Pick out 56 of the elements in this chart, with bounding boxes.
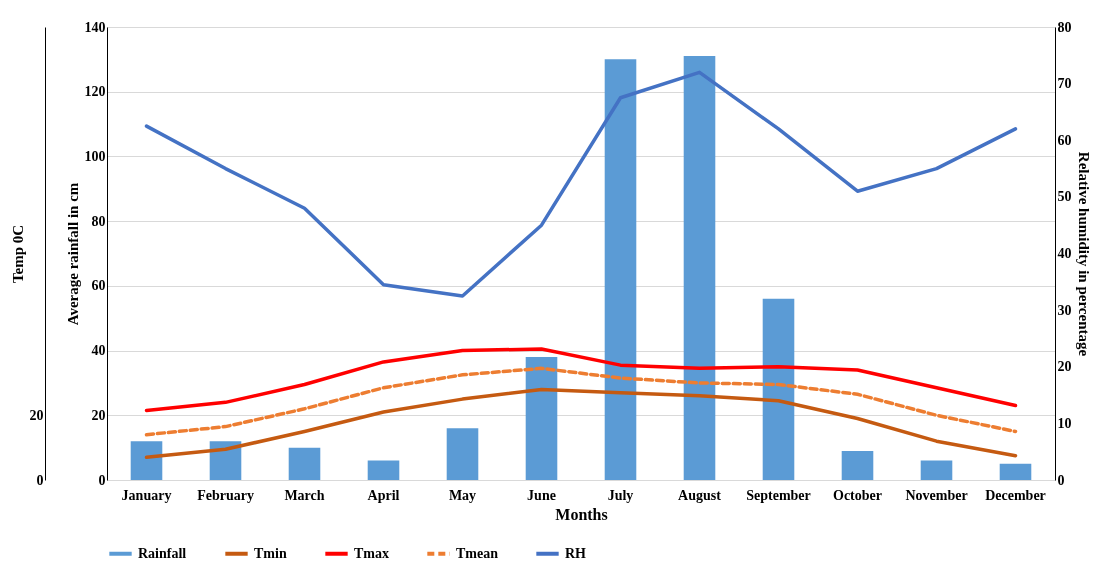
bar — [999, 463, 1032, 480]
y2-tick-label: 0 — [1057, 472, 1065, 488]
y-tick-label: 60 — [91, 278, 106, 294]
line-series — [144, 387, 1018, 460]
y3-tick-label: 0 — [36, 472, 44, 488]
y-tick-label: 40 — [91, 343, 106, 359]
x-tick-label: November — [905, 487, 968, 503]
bar — [130, 441, 163, 480]
y3-tick-label: 20 — [29, 407, 44, 423]
x-tick-label: June — [527, 487, 556, 503]
bar — [604, 59, 637, 480]
y2-tick-label: 70 — [1057, 76, 1072, 92]
x-tick-label: January — [121, 487, 172, 503]
x-tick-label: September — [746, 487, 811, 503]
x-tick-label: December — [985, 487, 1046, 503]
y-axis-title: Average rainfall in cm — [64, 182, 81, 326]
x-tick-label: February — [197, 487, 254, 503]
line-series — [144, 366, 1018, 437]
y-tick-label: 20 — [91, 407, 106, 423]
bar — [525, 357, 558, 480]
bar — [920, 460, 953, 480]
y-tick-label: 140 — [84, 19, 106, 35]
legend-label: RH — [565, 545, 587, 561]
y2-tick-label: 30 — [1057, 302, 1072, 318]
bar — [762, 298, 795, 480]
y2-tick-label: 50 — [1057, 189, 1072, 205]
x-tick-label: March — [284, 487, 325, 503]
y2-tick-label: 60 — [1057, 132, 1072, 148]
y2-tick-label: 40 — [1057, 246, 1072, 261]
y2-tick-label: 80 — [1057, 19, 1072, 35]
x-tick-label: October — [833, 487, 882, 503]
bar — [683, 56, 716, 480]
y-tick-label: 100 — [84, 148, 106, 164]
y3-axis-title: Temp 0C — [9, 224, 26, 284]
bar — [209, 441, 242, 480]
bar — [288, 447, 321, 480]
x-tick-label: May — [448, 487, 477, 503]
x-tick-label: April — [367, 487, 400, 503]
legend-label: Tmin — [254, 545, 287, 561]
bar — [446, 428, 479, 480]
bar — [841, 450, 874, 480]
legend-label: Rainfall — [138, 545, 187, 561]
legend-label: Tmean — [456, 545, 499, 561]
y-tick-label: 0 — [98, 472, 106, 488]
legend-label: Tmax — [354, 545, 389, 561]
y2-axis-title: Relative humidity in percentage — [1075, 151, 1092, 357]
bar — [367, 460, 400, 480]
y2-tick-label: 20 — [1057, 359, 1072, 375]
line-series — [144, 347, 1018, 413]
x-tick-label: August — [678, 487, 722, 503]
line-series — [144, 70, 1018, 298]
y-tick-label: 120 — [84, 84, 106, 100]
x-axis-title: Months — [555, 505, 608, 523]
x-tick-label: July — [607, 487, 634, 503]
y2-tick-label: 10 — [1057, 415, 1072, 431]
y-tick-label: 80 — [91, 213, 106, 229]
